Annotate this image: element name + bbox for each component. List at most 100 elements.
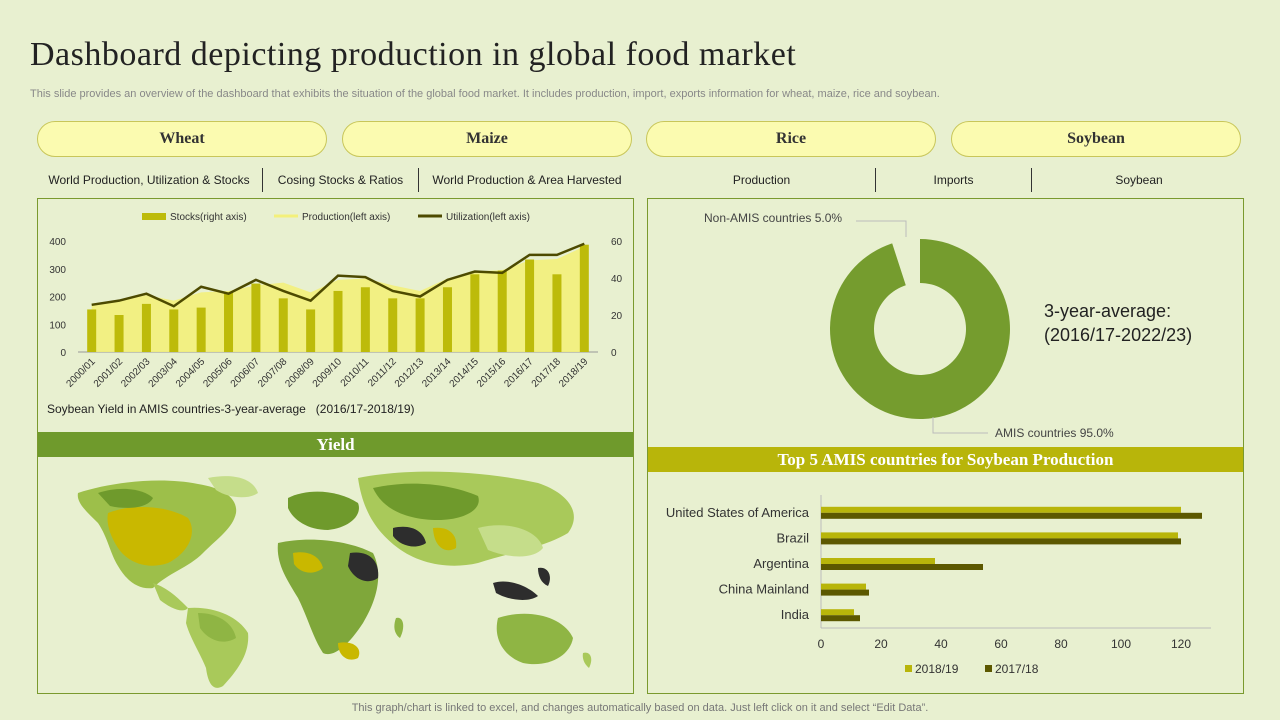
bar-stocks	[360, 287, 370, 352]
label-amis: AMIS countries 95.0%	[995, 426, 1114, 440]
x-tick-label: 2000/01	[64, 356, 98, 390]
x-tick-label: 60	[994, 637, 1008, 651]
divider	[262, 168, 263, 192]
bar-stocks	[388, 298, 398, 352]
y-tick-label-left: 400	[49, 237, 66, 248]
x-tick-label: 120	[1171, 637, 1191, 651]
leader-line-amis	[932, 417, 988, 434]
subtab-area-harvested[interactable]: World Production & Area Harvested	[432, 173, 622, 187]
divider	[1031, 168, 1032, 192]
bar-stocks	[251, 283, 261, 352]
bar-stocks	[224, 292, 234, 352]
subtab-production-utilization[interactable]: World Production, Utilization & Stocks	[48, 173, 250, 187]
south-america-region	[186, 607, 249, 688]
bar-2017-18	[821, 615, 860, 622]
bar-2017-18	[821, 538, 1181, 545]
category-label: Brazil	[776, 530, 809, 545]
x-tick-label: 2001/02	[92, 356, 126, 390]
divider	[875, 168, 876, 192]
tab-soybean[interactable]: Soybean	[951, 121, 1241, 157]
x-tick-label: 2002/03	[119, 356, 153, 390]
legend-swatch	[142, 213, 166, 220]
legend-label: 2017/18	[995, 662, 1039, 676]
bar-2018-19	[821, 558, 935, 564]
category-label: United States of America	[666, 505, 810, 520]
tab-maize[interactable]: Maize	[342, 121, 632, 157]
x-tick-label: 2016/17	[502, 356, 536, 390]
x-tick-label: 2013/14	[420, 356, 454, 390]
x-tick-label: 2003/04	[147, 356, 181, 390]
x-tick-label: 2018/19	[557, 356, 591, 390]
bar-2018-19	[821, 532, 1178, 539]
left-subtabs: World Production, Utilization & Stocks C…	[36, 168, 635, 192]
x-tick-label: 40	[934, 637, 948, 651]
slice-amis	[830, 239, 1010, 419]
bar-stocks	[579, 244, 589, 352]
bar-2017-18	[821, 512, 1202, 519]
x-tick-label: 80	[1054, 637, 1068, 651]
bar-stocks	[497, 270, 507, 352]
bar-2018-19	[821, 583, 866, 590]
north-america-region	[77, 476, 258, 611]
bar-2017-18	[821, 589, 869, 596]
bar-stocks	[87, 309, 97, 352]
bar-2018-19	[821, 506, 1181, 513]
bar-2018-19	[821, 609, 854, 616]
legend-label: 2018/19	[915, 662, 959, 676]
y-tick-label-left: 100	[49, 320, 66, 331]
subtab-closing-stocks[interactable]: Cosing Stocks & Ratios	[277, 173, 404, 187]
top5-header: Top 5 AMIS countries for Soybean Product…	[648, 447, 1243, 472]
bar-stocks	[552, 274, 562, 352]
x-tick-label: 2009/10	[311, 356, 345, 390]
amis-share-donut: Non-AMIS countries 5.0% AMIS countries 95…	[704, 211, 1192, 440]
subtab-production[interactable]: Production	[732, 173, 791, 187]
x-tick-label: 2005/06	[201, 356, 235, 390]
yield-header: Yield	[38, 432, 633, 457]
donut-caption: (2016/17-2022/23)	[1044, 325, 1192, 345]
donut-caption: 3-year-average:	[1044, 301, 1171, 321]
top5-soybean-chart: United States of America Brazil Argentina C…	[666, 495, 1211, 676]
tab-wheat[interactable]: Wheat	[37, 121, 327, 157]
x-tick-label: 2008/09	[283, 356, 317, 390]
tab-rice[interactable]: Rice	[646, 121, 936, 157]
category-label: China Mainland	[719, 582, 809, 597]
legend-swatch	[985, 665, 992, 672]
asia-region	[358, 471, 574, 600]
y-tick-label-right: 40	[611, 274, 623, 285]
x-tick-label: 2006/07	[229, 356, 263, 390]
production-utilization-chart: Stocks(right axis) Production(left axis) U…	[49, 212, 623, 390]
world-map	[77, 471, 592, 688]
oceania-region	[496, 613, 592, 668]
category-label: Argentina	[753, 556, 809, 571]
bar-stocks	[114, 315, 124, 352]
x-tick-label: 100	[1111, 637, 1131, 651]
page-title: Dashboard depicting production in global…	[30, 36, 797, 73]
x-tick-label: 20	[874, 637, 888, 651]
footer-note: This graph/chart is linked to excel, and…	[351, 702, 929, 714]
label-non-amis: Non-AMIS countries 5.0%	[704, 211, 842, 225]
europe-africa-region	[277, 491, 404, 660]
subtab-soybean[interactable]: Soybean	[1115, 173, 1163, 187]
x-tick-label: 2004/05	[174, 356, 208, 390]
bar-stocks	[442, 287, 452, 352]
bar-stocks	[306, 309, 316, 352]
subtab-imports[interactable]: Imports	[933, 173, 974, 187]
legend-swatch	[905, 665, 912, 672]
page-subtitle: This slide provides an overview of the d…	[30, 88, 940, 100]
bar-2017-18	[821, 564, 983, 570]
y-tick-label-right: 0	[611, 348, 617, 359]
bar-stocks	[333, 290, 343, 352]
bar-stocks	[415, 298, 425, 352]
category-label: India	[781, 607, 810, 622]
y-tick-label-left: 200	[49, 293, 66, 304]
x-tick-label: 2010/11	[339, 356, 372, 389]
slice-non-amis	[893, 239, 920, 285]
legend-label: Stocks(right axis)	[170, 212, 247, 223]
legend-label: Production(left axis)	[302, 212, 390, 223]
bar-stocks	[196, 307, 206, 352]
x-tick-label: 2015/16	[475, 356, 509, 390]
bar-stocks	[169, 309, 179, 352]
legend-label: Utilization(left axis)	[446, 212, 530, 223]
x-tick-label: 2017/18	[530, 356, 564, 390]
y-tick-label-left: 300	[49, 265, 66, 276]
